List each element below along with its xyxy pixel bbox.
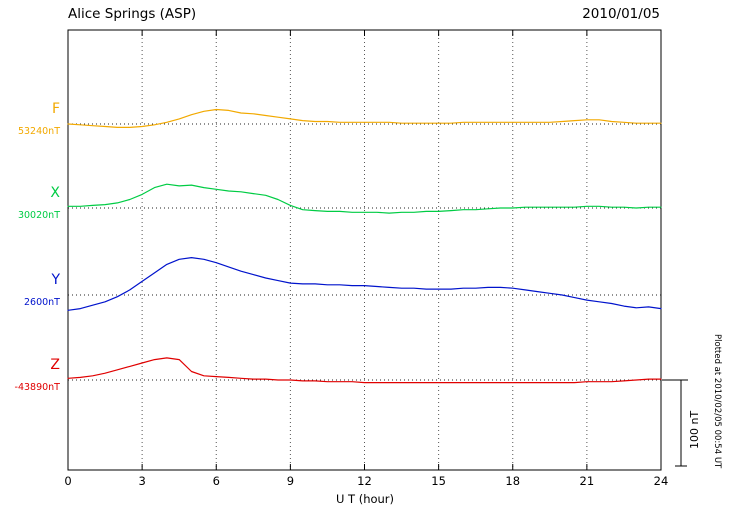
channel-baseline-Y: 2600nT [23,297,60,308]
channel-baseline-X: 30020nT [17,210,60,221]
x-tick-label-3: 3 [138,474,146,488]
x-tick-label-9: 9 [286,474,295,488]
x-tick-label-12: 12 [357,474,372,488]
channel-baseline-Z: -43890nT [14,382,60,393]
x-tick-label-21: 21 [579,474,595,488]
x-tick-label-15: 15 [431,474,446,488]
channel-letter-Y: Y [51,272,60,288]
x-tick-label-6: 6 [212,474,220,488]
plotted-at-note: Plotted at 2010/02/05 00:54 UT [712,334,722,469]
x-axis-label: U T (hour) [335,492,395,506]
channel-letter-Z: Z [50,357,60,373]
x-tick-label-24: 24 [653,474,669,488]
channel-letter-X: X [50,185,60,201]
scale-bar-label: 100 nT [688,410,701,449]
channel-baseline-F: 53240nT [17,126,60,137]
channel-letter-F: F [51,101,60,117]
date-label: 2010/01/05 [582,6,660,22]
x-tick-label-0: 0 [64,474,72,488]
page-title: Alice Springs (ASP) [68,6,197,22]
x-tick-label-18: 18 [505,474,521,488]
